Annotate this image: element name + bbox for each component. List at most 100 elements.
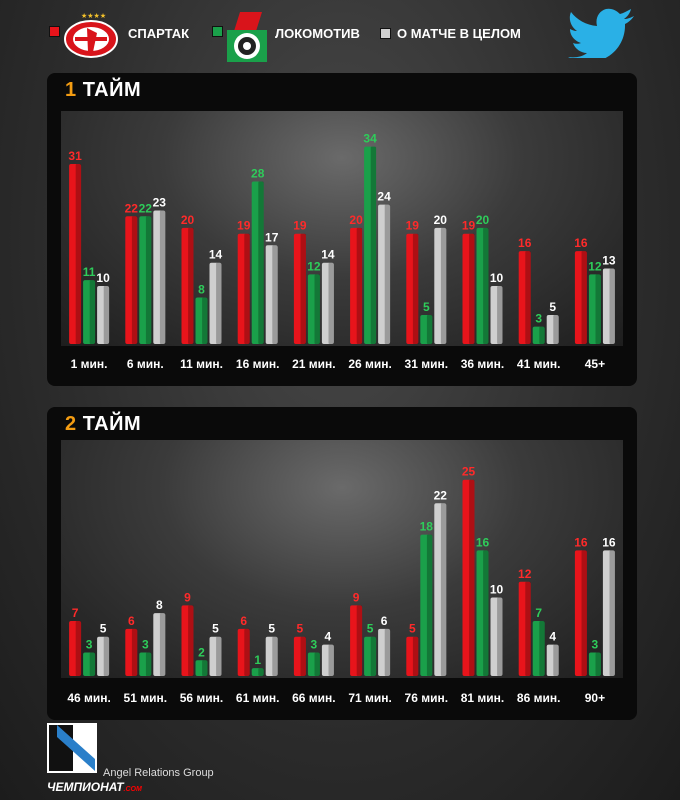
bar-shade	[244, 628, 250, 676]
agency-name: Angel Relations Group	[103, 767, 214, 779]
bar-shade	[384, 628, 391, 676]
bar-lokomotiv	[251, 668, 264, 676]
x-tick-label: 26 мин.	[348, 357, 392, 371]
bar-shade	[75, 164, 82, 344]
data-label: 16	[602, 535, 616, 549]
data-label: 16	[574, 236, 588, 250]
bar-shade	[539, 326, 545, 344]
bar-lokomotiv	[195, 297, 208, 344]
legend-text-lokomotiv: ЛОКОМОТИВ	[275, 26, 360, 41]
data-label: 20	[349, 213, 363, 227]
bar-overall	[546, 644, 559, 676]
bar-spartak	[237, 628, 250, 676]
bar-shade	[202, 660, 208, 676]
data-label: 5	[100, 622, 107, 636]
bar-shade	[356, 605, 363, 676]
data-label: 3	[592, 637, 599, 651]
bar-spartak	[350, 605, 363, 676]
bar-lokomotiv	[251, 181, 264, 344]
bar-shade	[328, 262, 334, 344]
bar-spartak	[125, 216, 138, 344]
bar-spartak	[293, 636, 306, 676]
bar-shade	[131, 628, 138, 676]
data-label: 12	[518, 567, 532, 581]
bar-shade	[595, 652, 601, 676]
data-label: 3	[311, 637, 318, 651]
x-tick-label: 1 мин.	[71, 357, 108, 371]
bar-shade	[300, 636, 306, 676]
bar-spartak	[125, 628, 138, 676]
bar-overall	[265, 636, 278, 676]
svg-text:★★★★: ★★★★	[81, 12, 106, 20]
legend-overall: О МАТЧЕ В ЦЕЛОМ	[380, 26, 521, 41]
data-label: 13	[602, 254, 616, 268]
half-number: 2	[65, 413, 77, 435]
x-tick-label: 51 мин.	[124, 691, 168, 705]
data-label: 14	[321, 248, 335, 262]
x-tick-label: 81 мин.	[461, 691, 505, 705]
bar-shade	[384, 204, 391, 344]
bar-spartak	[350, 227, 363, 344]
bar-shade	[412, 233, 419, 344]
data-label: 4	[325, 630, 332, 644]
bar-spartak	[406, 233, 419, 344]
half-number: 1	[65, 79, 77, 101]
bar-overall	[602, 268, 615, 344]
data-label: 20	[476, 213, 490, 227]
x-tick-label: 36 мин.	[461, 357, 505, 371]
bar-lokomotiv	[532, 621, 545, 676]
data-label: 8	[198, 283, 205, 297]
twitter-bird-icon[interactable]	[568, 8, 636, 63]
x-tick-label: 6 мин.	[127, 357, 164, 371]
data-label: 17	[265, 230, 279, 244]
data-label: 31	[68, 149, 82, 163]
x-tick-label: 86 мин.	[517, 691, 561, 705]
legend-swatch-overall	[380, 28, 391, 39]
x-tick-label: 21 мин.	[292, 357, 336, 371]
bar-shade	[525, 251, 531, 344]
bar-shade	[426, 534, 433, 676]
data-label: 5	[297, 622, 304, 636]
data-label: 3	[535, 312, 542, 326]
x-tick-label: 71 мин.	[348, 691, 392, 705]
bar-overall	[490, 285, 503, 344]
bar-shade	[539, 621, 545, 676]
bar-shade	[314, 652, 320, 676]
bar-lokomotiv	[420, 314, 433, 344]
legend-header: ★★★★ СПАРТАК ЛОКОМОТИВ О МАТЧЕ В ЦЕЛОМ	[0, 0, 680, 70]
bar-shade	[581, 251, 587, 344]
x-tick-label: 46 мин.	[67, 691, 111, 705]
bar-lokomotiv	[307, 274, 320, 344]
bar-lokomotiv	[532, 326, 545, 344]
legend-spartak	[49, 26, 66, 37]
bar-shade	[103, 636, 110, 676]
bar-shade	[595, 274, 601, 344]
bar-shade	[103, 285, 110, 344]
data-label: 34	[363, 132, 377, 146]
bar-lokomotiv	[588, 274, 601, 344]
bar-overall	[490, 597, 503, 676]
data-label: 5	[549, 300, 556, 314]
data-label: 12	[588, 259, 602, 273]
chart-plot-first-half: 31 11 10 22 22 23 20 8 14 19 28 17 19 12 14 20 34 24 19 5 20…	[61, 111, 623, 346]
bar-lokomotiv	[139, 216, 152, 344]
data-label: 4	[549, 630, 556, 644]
bar-shade	[75, 621, 82, 676]
bar-lokomotiv	[83, 280, 96, 344]
x-axis-second-half: 46 мин. 51 мин. 56 мин. 61 мин. 66 мин. 71 ми…	[67, 691, 605, 705]
data-label: 19	[462, 219, 476, 233]
bar-shade	[328, 644, 334, 676]
data-label: 7	[535, 606, 542, 620]
data-label: 9	[184, 590, 191, 604]
brand-name: ЧЕМПИОНАТ	[47, 780, 124, 794]
bar-overall	[97, 285, 110, 344]
data-label: 10	[490, 271, 504, 285]
bar-overall	[434, 503, 447, 676]
data-label: 19	[237, 219, 251, 233]
legend-label-spartak: СПАРТАК	[128, 26, 189, 41]
bar-shade	[216, 636, 222, 676]
bar-shade	[440, 227, 447, 344]
bar-shade	[159, 210, 166, 344]
